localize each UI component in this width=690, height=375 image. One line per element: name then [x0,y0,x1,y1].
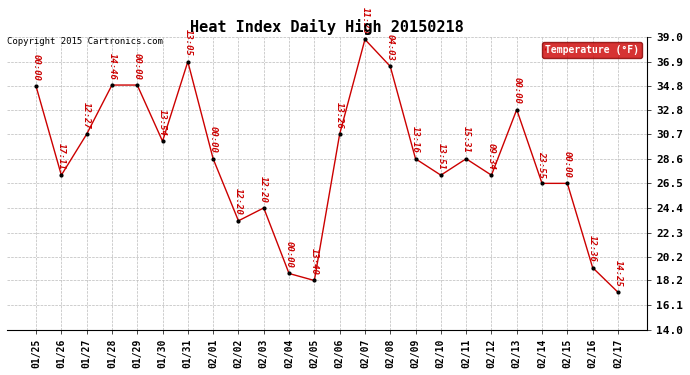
Text: 12:36: 12:36 [588,235,597,262]
Text: 12:27: 12:27 [82,102,91,129]
Text: 23:55: 23:55 [538,151,546,178]
Text: 15:31: 15:31 [462,126,471,153]
Title: Heat Index Daily High 20150218: Heat Index Daily High 20150218 [190,18,464,34]
Text: 13:16: 13:16 [411,126,420,153]
Text: 00:00: 00:00 [208,126,217,153]
Text: 14:46: 14:46 [108,53,117,80]
Text: 00:00: 00:00 [512,77,521,104]
Text: 04:03: 04:03 [386,34,395,61]
Text: 13:51: 13:51 [436,143,445,170]
Text: 11:28: 11:28 [360,7,369,34]
Text: 13:05: 13:05 [184,29,193,56]
Text: 12:20: 12:20 [234,188,243,215]
Text: Copyright 2015 Cartronics.com: Copyright 2015 Cartronics.com [7,37,163,46]
Text: 00:00: 00:00 [563,151,572,178]
Text: 09:34: 09:34 [487,143,496,170]
Legend: Temperature (°F): Temperature (°F) [542,42,642,58]
Text: 14:25: 14:25 [613,260,622,286]
Text: 13:26: 13:26 [335,102,344,129]
Text: 13:40: 13:40 [310,248,319,275]
Text: 13:54: 13:54 [158,109,167,136]
Text: 17:11: 17:11 [57,143,66,170]
Text: 00:00: 00:00 [132,53,141,80]
Text: 00:00: 00:00 [284,241,293,268]
Text: 12:20: 12:20 [259,176,268,202]
Text: 00:00: 00:00 [32,54,41,81]
